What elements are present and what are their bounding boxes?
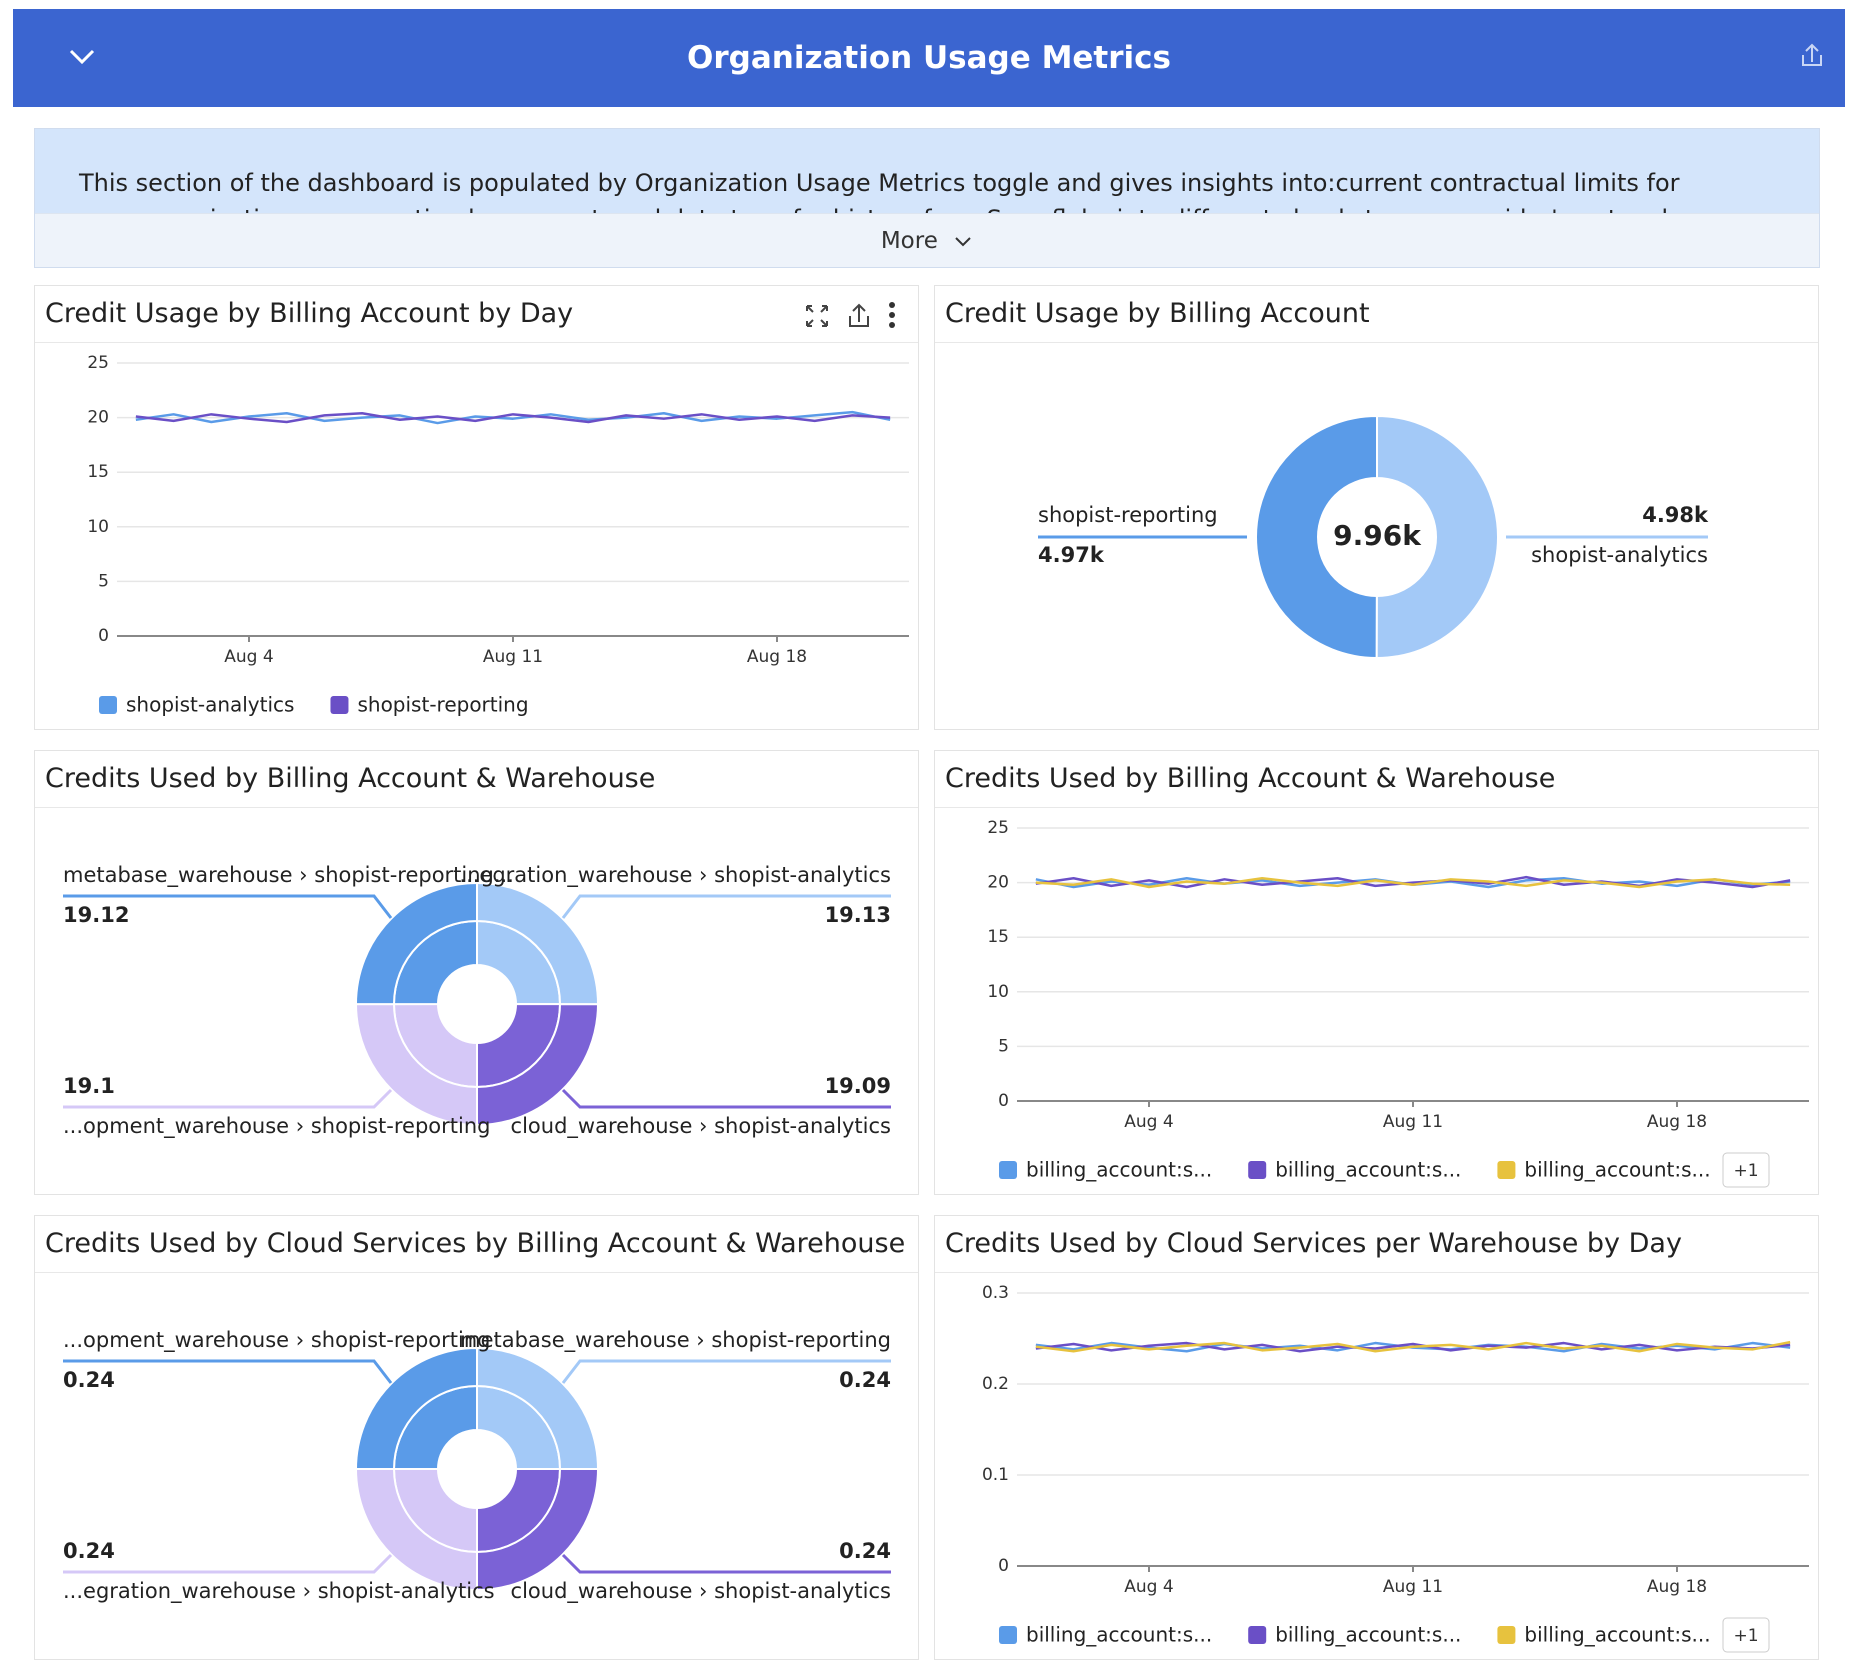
slice-label: shopist-reporting bbox=[1038, 503, 1218, 527]
legend-label: shopist-reporting bbox=[357, 693, 528, 717]
x-tick-label: Aug 18 bbox=[1647, 1577, 1707, 1597]
widget-title: Credits Used by Billing Account & Wareho… bbox=[35, 751, 918, 808]
x-tick-label: Aug 11 bbox=[1383, 1112, 1443, 1132]
widget-title: Credits Used by Cloud Services per Wareh… bbox=[935, 1216, 1818, 1273]
widget: ...egration_warehouse › shopist-analytic… bbox=[34, 750, 919, 1195]
segment-label: ...opment_warehouse › shopist-reporting bbox=[63, 1328, 490, 1353]
segment-value: 19.13 bbox=[825, 903, 891, 927]
segment-label: metabase_warehouse › shopist-reporting bbox=[460, 1328, 891, 1353]
legend-label: billing_account:s... bbox=[1275, 1158, 1461, 1182]
x-tick-label: Aug 11 bbox=[1383, 1577, 1443, 1597]
legend-swatch bbox=[1497, 1626, 1515, 1644]
widget-title: Credits Used by Cloud Services by Billin… bbox=[35, 1216, 918, 1273]
dashboard-title: Organization Usage Metrics bbox=[13, 9, 1845, 107]
more-button[interactable]: More bbox=[35, 213, 1819, 268]
y-tick-label: 10 bbox=[87, 517, 109, 537]
y-tick-label: 0 bbox=[998, 1091, 1009, 1111]
segment-label: cloud_warehouse › shopist-analytics bbox=[511, 1114, 891, 1139]
y-tick-label: 0 bbox=[998, 1556, 1009, 1576]
y-tick-label: 10 bbox=[987, 982, 1009, 1002]
segment-label: ...egration_warehouse › shopist-analytic… bbox=[63, 1579, 495, 1604]
legend-swatch bbox=[1497, 1161, 1515, 1179]
chart: ...egration_warehouse › shopist-analytic… bbox=[35, 751, 920, 1196]
legend-label: billing_account:s... bbox=[1275, 1623, 1461, 1647]
legend-swatch bbox=[1248, 1626, 1266, 1644]
y-tick-label: 0.3 bbox=[982, 1283, 1009, 1303]
x-tick-label: Aug 4 bbox=[1124, 1112, 1173, 1132]
segment-label: ...egration_warehouse › shopist-analytic… bbox=[459, 863, 891, 888]
legend-label: billing_account:s... bbox=[1524, 1158, 1710, 1182]
y-tick-label: 0.2 bbox=[982, 1374, 1009, 1394]
widget: 4.98k shopist-analytics 4.97k shopist-repor… bbox=[934, 285, 1819, 730]
segment-label: cloud_warehouse › shopist-analytics bbox=[511, 1579, 891, 1604]
slice-value: 4.98k bbox=[1642, 503, 1709, 527]
y-tick-label: 15 bbox=[987, 927, 1009, 947]
x-tick-label: Aug 4 bbox=[1124, 1577, 1173, 1597]
legend-label: billing_account:s... bbox=[1026, 1158, 1212, 1182]
y-tick-label: 25 bbox=[87, 353, 109, 373]
widget-title: Credit Usage by Billing Account bbox=[935, 286, 1818, 343]
x-tick-label: Aug 18 bbox=[1647, 1112, 1707, 1132]
x-tick-label: Aug 11 bbox=[483, 647, 543, 667]
segment-value: 0.24 bbox=[839, 1539, 891, 1563]
segment-value: 0.24 bbox=[839, 1368, 891, 1392]
y-tick-label: 20 bbox=[87, 408, 109, 428]
legend-swatch bbox=[1248, 1161, 1266, 1179]
widget: 0 0.1 0.2 0.3 Aug 4 Aug 11 Aug 18 billing_accou… bbox=[934, 1215, 1819, 1660]
y-tick-label: 0.1 bbox=[982, 1465, 1009, 1485]
dashboard-header: Organization Usage Metrics bbox=[13, 9, 1845, 107]
y-tick-label: 5 bbox=[98, 571, 109, 591]
widget-title: Credit Usage by Billing Account by Day bbox=[35, 286, 918, 343]
donut-total: 9.96k bbox=[1333, 519, 1422, 552]
x-tick-label: Aug 18 bbox=[747, 647, 807, 667]
segment-value: 0.24 bbox=[63, 1539, 115, 1563]
chart: 0 5 10 15 20 25 Aug 4 Aug 11 Aug 18 shopist-analy… bbox=[35, 286, 920, 731]
chart: metabase_warehouse › shopist-reporting 0.… bbox=[35, 1216, 920, 1661]
segment-value: 19.09 bbox=[825, 1074, 891, 1098]
chart: 4.98k shopist-analytics 4.97k shopist-repor… bbox=[935, 286, 1820, 731]
legend-swatch bbox=[999, 1626, 1017, 1644]
more-chevron bbox=[953, 235, 973, 249]
widget: metabase_warehouse › shopist-reporting 0.… bbox=[34, 1215, 919, 1660]
segment-value: 19.12 bbox=[63, 903, 129, 927]
segment-label: ...opment_warehouse › shopist-reporting bbox=[63, 1114, 490, 1139]
segment-label: metabase_warehouse › shopist-reporting..… bbox=[63, 863, 514, 888]
legend-label: billing_account:s... bbox=[1524, 1623, 1710, 1647]
info-banner: This section of the dashboard is populat… bbox=[34, 128, 1820, 268]
more-label: More bbox=[881, 228, 938, 254]
slice-label: shopist-analytics bbox=[1531, 543, 1708, 567]
y-tick-label: 25 bbox=[987, 818, 1009, 838]
widget-actions[interactable] bbox=[795, 294, 915, 334]
legend-more-label: +1 bbox=[1733, 1161, 1758, 1181]
segment-value: 0.24 bbox=[63, 1368, 115, 1392]
segment-value: 19.1 bbox=[63, 1074, 115, 1098]
widget-title: Credits Used by Billing Account & Wareho… bbox=[935, 751, 1818, 808]
chart: 0 0.1 0.2 0.3 Aug 4 Aug 11 Aug 18 billing_accou… bbox=[935, 1216, 1820, 1661]
export-button[interactable] bbox=[1791, 9, 1831, 107]
legend-swatch bbox=[99, 696, 117, 714]
y-tick-label: 20 bbox=[987, 873, 1009, 893]
slice-value: 4.97k bbox=[1038, 543, 1105, 567]
widget: 0 5 10 15 20 25 Aug 4 Aug 11 Aug 18 shopist-analy… bbox=[34, 285, 919, 730]
legend-more-label: +1 bbox=[1733, 1626, 1758, 1646]
x-tick-label: Aug 4 bbox=[224, 647, 273, 667]
legend-label: billing_account:s... bbox=[1026, 1623, 1212, 1647]
legend-swatch bbox=[330, 696, 348, 714]
y-tick-label: 5 bbox=[998, 1036, 1009, 1056]
legend-label: shopist-analytics bbox=[126, 693, 294, 717]
y-tick-label: 0 bbox=[98, 626, 109, 646]
legend-swatch bbox=[999, 1161, 1017, 1179]
chart: 0 5 10 15 20 25 Aug 4 Aug 11 Aug 18 billing_accou… bbox=[935, 751, 1820, 1196]
widget: 0 5 10 15 20 25 Aug 4 Aug 11 Aug 18 billing_accou… bbox=[934, 750, 1819, 1195]
y-tick-label: 15 bbox=[87, 462, 109, 482]
